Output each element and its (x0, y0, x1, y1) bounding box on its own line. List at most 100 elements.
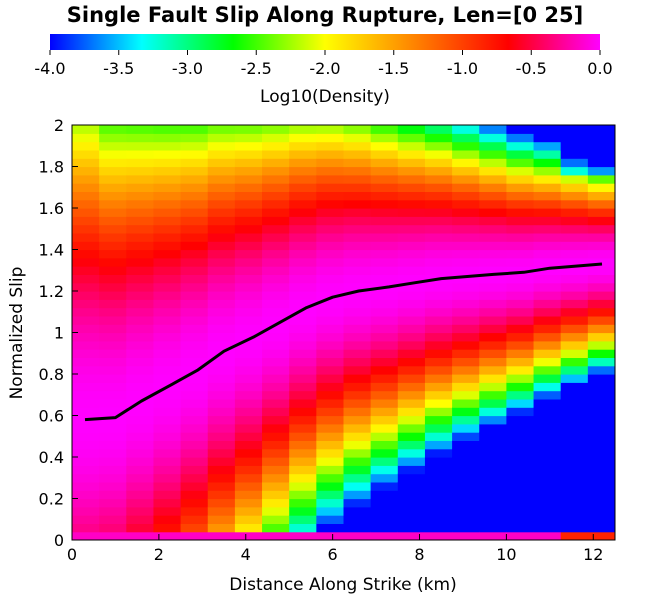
heatmap-cell (316, 415, 345, 425)
heatmap-cell (99, 332, 127, 342)
heatmap-cell (452, 415, 480, 425)
heatmap-cell (234, 531, 263, 540)
heatmap-cell (560, 407, 589, 417)
heatmap-cell (316, 241, 345, 251)
heatmap-cell (452, 149, 480, 159)
heatmap-cell (533, 357, 562, 367)
heatmap-cell (99, 133, 127, 143)
heatmap-cell (153, 174, 182, 184)
heatmap-cell (452, 432, 480, 441)
heatmap-cell (289, 498, 317, 508)
heatmap-cell (452, 315, 480, 325)
heatmap-cell (452, 141, 480, 151)
heatmap-cell (99, 307, 127, 317)
heatmap-cell (153, 398, 182, 408)
heatmap-cell (234, 382, 263, 392)
heatmap-cell (153, 158, 182, 168)
heatmap-cell (560, 357, 589, 367)
heatmap-cell (506, 515, 535, 524)
heatmap-cell (479, 515, 507, 524)
heatmap-cell (452, 216, 480, 226)
heatmap-cell (207, 208, 236, 217)
heatmap-cell (506, 473, 535, 483)
heatmap-cell (587, 498, 615, 508)
heatmap-cell (316, 125, 345, 134)
heatmap-cell (479, 374, 507, 383)
heatmap-cell (207, 448, 236, 458)
heatmap-cell (560, 490, 589, 500)
heatmap-cell (479, 498, 507, 508)
heatmap-cell (560, 473, 589, 483)
heatmap-cell (262, 183, 290, 192)
heatmap-cell (343, 299, 372, 309)
heatmap-cell (153, 523, 182, 533)
x-axis-ticks: 0 2 4 6 8 10 12 (67, 534, 603, 564)
heatmap-cell (72, 490, 100, 500)
y-tick-label: 2 (54, 116, 64, 135)
heatmap-cell (397, 224, 426, 234)
heatmap-cell (99, 506, 127, 516)
colorbar-tick-label: -3.0 (172, 59, 203, 78)
colorbar-tick-label: -4.0 (34, 59, 65, 78)
heatmap-cell (370, 490, 399, 500)
heatmap-cell (479, 340, 507, 350)
heatmap-cell (533, 457, 562, 466)
heatmap-cell (180, 382, 209, 392)
heatmap-cell (424, 232, 453, 242)
heatmap-cell (99, 282, 127, 292)
heatmap-cell (370, 324, 399, 334)
heatmap-cell (479, 149, 507, 159)
heatmap-cell (153, 166, 182, 176)
heatmap-cell (153, 465, 182, 475)
y-tick-label: 1.2 (39, 282, 64, 301)
heatmap-cell (72, 241, 100, 251)
heatmap-cell (207, 299, 236, 309)
heatmap-cell (370, 332, 399, 342)
heatmap-cell (262, 133, 290, 143)
heatmap-cell (316, 291, 345, 300)
heatmap-cell (397, 174, 426, 184)
heatmap-cell (126, 149, 155, 159)
heatmap-cell (560, 257, 589, 267)
heatmap-cell (506, 158, 535, 168)
heatmap-cell (262, 324, 290, 334)
heatmap-cell (560, 199, 589, 209)
heatmap-cell (397, 125, 426, 134)
heatmap-cell (370, 249, 399, 259)
heatmap-cell (479, 307, 507, 317)
heatmap-cell (126, 291, 155, 300)
heatmap-cell (587, 332, 615, 342)
x-tick-label: 0 (67, 545, 77, 564)
heatmap-cell (397, 498, 426, 508)
heatmap-cell (506, 357, 535, 367)
heatmap-cell (289, 249, 317, 259)
heatmap-cell (424, 415, 453, 425)
heatmap-cell (506, 133, 535, 143)
heatmap-cell (72, 166, 100, 176)
heatmap-cell (72, 382, 100, 392)
heatmap-cell (316, 481, 345, 491)
heatmap-cell (397, 432, 426, 441)
heatmap-cell (289, 423, 317, 433)
heatmap-cell (560, 249, 589, 259)
heatmap-cell (126, 465, 155, 475)
heatmap-cell (99, 465, 127, 475)
heatmap-cell (424, 432, 453, 441)
heatmap-cell (587, 274, 615, 284)
heatmap-cell (397, 266, 426, 275)
heatmap-cell (397, 523, 426, 533)
heatmap-cell (289, 291, 317, 300)
heatmap-cell (72, 307, 100, 317)
heatmap-cell (370, 141, 399, 151)
heatmap-cell (262, 125, 290, 134)
heatmap-cell (126, 274, 155, 284)
heatmap-cell (126, 232, 155, 242)
heatmap-cell (207, 432, 236, 441)
heatmap-cell (153, 440, 182, 450)
heatmap-cell (126, 141, 155, 151)
heatmap-cell (533, 374, 562, 383)
heatmap-cell (289, 506, 317, 516)
heatmap-cell (479, 531, 507, 540)
heatmap-cell (560, 324, 589, 334)
heatmap-cell (343, 282, 372, 292)
